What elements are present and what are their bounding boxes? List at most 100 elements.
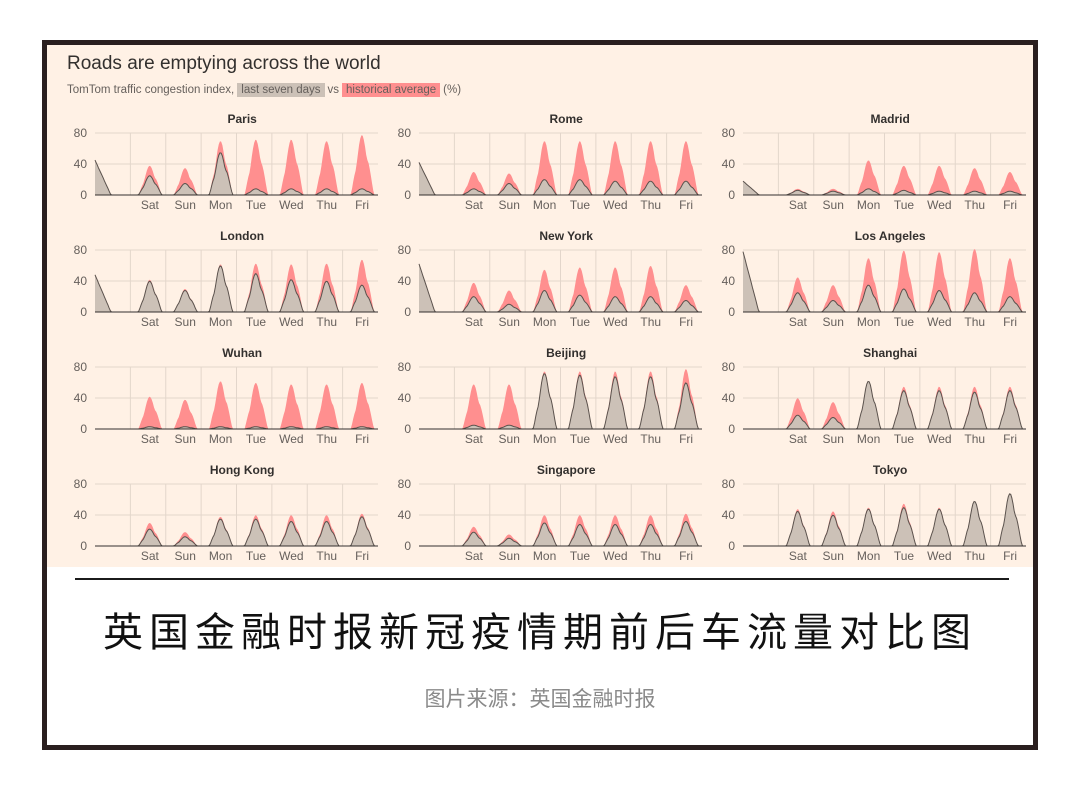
y-tick-london-80: 80: [74, 243, 88, 257]
x-tick-los-angeles-sat: Sat: [789, 315, 808, 329]
x-tick-tokyo-wed: Wed: [927, 549, 951, 563]
y-tick-singapore-0: 0: [404, 539, 411, 553]
panel-title-rome: Rome: [549, 112, 583, 126]
y-tick-hong-kong-0: 0: [80, 539, 87, 553]
panel-title-shanghai: Shanghai: [863, 346, 917, 360]
x-tick-new-york-sun: Sun: [499, 315, 520, 329]
x-tick-hong-kong-wed: Wed: [279, 549, 303, 563]
y-tick-madrid-80: 80: [722, 126, 736, 140]
x-tick-shanghai-fri: Fri: [1003, 432, 1017, 446]
x-tick-hong-kong-sun: Sun: [175, 549, 196, 563]
y-tick-new-york-0: 0: [404, 305, 411, 319]
x-tick-london-sun: Sun: [175, 315, 196, 329]
historical-area-new-york: [419, 263, 702, 312]
x-tick-paris-sun: Sun: [175, 198, 196, 212]
y-tick-paris-40: 40: [74, 157, 88, 171]
last-seven-days-area-london: [95, 266, 378, 312]
x-tick-beijing-fri: Fri: [679, 432, 693, 446]
y-tick-paris-80: 80: [74, 126, 88, 140]
x-tick-wuhan-fri: Fri: [355, 432, 369, 446]
x-tick-rome-tue: Tue: [570, 198, 591, 212]
x-tick-madrid-sun: Sun: [823, 198, 844, 212]
historical-area-shanghai: [743, 383, 1026, 429]
x-tick-hong-kong-thu: Thu: [316, 549, 337, 563]
x-tick-paris-fri: Fri: [355, 198, 369, 212]
panel-title-singapore: Singapore: [537, 463, 596, 477]
x-tick-rome-sat: Sat: [465, 198, 484, 212]
x-tick-tokyo-fri: Fri: [1003, 549, 1017, 563]
historical-area-wuhan: [95, 381, 378, 429]
x-tick-wuhan-sat: Sat: [141, 432, 160, 446]
y-tick-singapore-80: 80: [398, 477, 412, 491]
x-tick-paris-thu: Thu: [316, 198, 337, 212]
x-tick-new-york-wed: Wed: [603, 315, 627, 329]
subtitle-unit: (%): [443, 84, 462, 96]
figure-source: 图片来源：英国金融时报: [424, 688, 656, 711]
small-multiples-chart: Paris 0 40 80 Sat Sun Mon Tue Wed Thu Fri Rome 0 40 80…: [74, 112, 1026, 563]
panel-title-new-york: New York: [539, 229, 593, 243]
x-tick-singapore-sat: Sat: [465, 549, 484, 563]
x-tick-singapore-wed: Wed: [603, 549, 627, 563]
x-tick-tokyo-mon: Mon: [857, 549, 880, 563]
x-tick-singapore-fri: Fri: [679, 549, 693, 563]
x-tick-beijing-wed: Wed: [603, 432, 627, 446]
x-tick-beijing-sat: Sat: [465, 432, 484, 446]
x-tick-shanghai-mon: Mon: [857, 432, 880, 446]
x-tick-los-angeles-sun: Sun: [823, 315, 844, 329]
y-tick-rome-80: 80: [398, 126, 412, 140]
x-tick-beijing-tue: Tue: [570, 432, 591, 446]
chart-panel: Roads are emptying across the world TomT…: [47, 45, 1033, 567]
x-tick-shanghai-sat: Sat: [789, 432, 808, 446]
x-tick-hong-kong-tue: Tue: [246, 549, 267, 563]
x-tick-madrid-mon: Mon: [857, 198, 880, 212]
y-tick-london-0: 0: [80, 305, 87, 319]
x-tick-beijing-thu: Thu: [640, 432, 661, 446]
y-tick-hong-kong-40: 40: [74, 508, 88, 522]
x-tick-london-mon: Mon: [209, 315, 232, 329]
x-tick-rome-sun: Sun: [499, 198, 520, 212]
x-tick-los-angeles-wed: Wed: [927, 315, 951, 329]
y-tick-shanghai-40: 40: [722, 391, 736, 405]
x-tick-madrid-sat: Sat: [789, 198, 808, 212]
y-tick-beijing-0: 0: [404, 422, 411, 436]
x-tick-singapore-tue: Tue: [570, 549, 591, 563]
x-tick-rome-thu: Thu: [640, 198, 661, 212]
historical-area-singapore: [419, 513, 702, 546]
x-tick-hong-kong-mon: Mon: [209, 549, 232, 563]
x-tick-beijing-sun: Sun: [499, 432, 520, 446]
panel-title-paris: Paris: [227, 112, 257, 126]
x-tick-los-angeles-fri: Fri: [1003, 315, 1017, 329]
x-tick-los-angeles-thu: Thu: [964, 315, 985, 329]
figure-frame: Roads are emptying across the world TomT…: [42, 40, 1038, 750]
panel-title-madrid: Madrid: [870, 112, 909, 126]
legend-last-seven-days: last seven days: [237, 83, 325, 97]
y-tick-los-angeles-80: 80: [722, 243, 736, 257]
x-tick-tokyo-thu: Thu: [964, 549, 985, 563]
y-tick-singapore-40: 40: [398, 508, 412, 522]
x-tick-singapore-mon: Mon: [533, 549, 556, 563]
x-tick-new-york-fri: Fri: [679, 315, 693, 329]
panel-title-los-angeles: Los Angeles: [855, 229, 926, 243]
y-tick-hong-kong-80: 80: [74, 477, 88, 491]
y-tick-tokyo-40: 40: [722, 508, 736, 522]
x-tick-rome-wed: Wed: [603, 198, 627, 212]
y-tick-new-york-40: 40: [398, 274, 412, 288]
y-tick-beijing-40: 40: [398, 391, 412, 405]
y-tick-beijing-80: 80: [398, 360, 412, 374]
x-tick-tokyo-sun: Sun: [823, 549, 844, 563]
x-tick-beijing-mon: Mon: [533, 432, 556, 446]
x-tick-los-angeles-tue: Tue: [894, 315, 915, 329]
x-tick-madrid-tue: Tue: [894, 198, 915, 212]
y-tick-shanghai-0: 0: [728, 422, 735, 436]
y-tick-los-angeles-40: 40: [722, 274, 736, 288]
x-tick-shanghai-thu: Thu: [964, 432, 985, 446]
panel-title-wuhan: Wuhan: [222, 346, 262, 360]
x-tick-london-sat: Sat: [141, 315, 160, 329]
y-tick-wuhan-40: 40: [74, 391, 88, 405]
panel-title-hong-kong: Hong Kong: [210, 463, 275, 477]
x-tick-singapore-sun: Sun: [499, 549, 520, 563]
x-tick-madrid-wed: Wed: [927, 198, 951, 212]
y-tick-madrid-0: 0: [728, 188, 735, 202]
y-tick-los-angeles-0: 0: [728, 305, 735, 319]
x-tick-shanghai-wed: Wed: [927, 432, 951, 446]
